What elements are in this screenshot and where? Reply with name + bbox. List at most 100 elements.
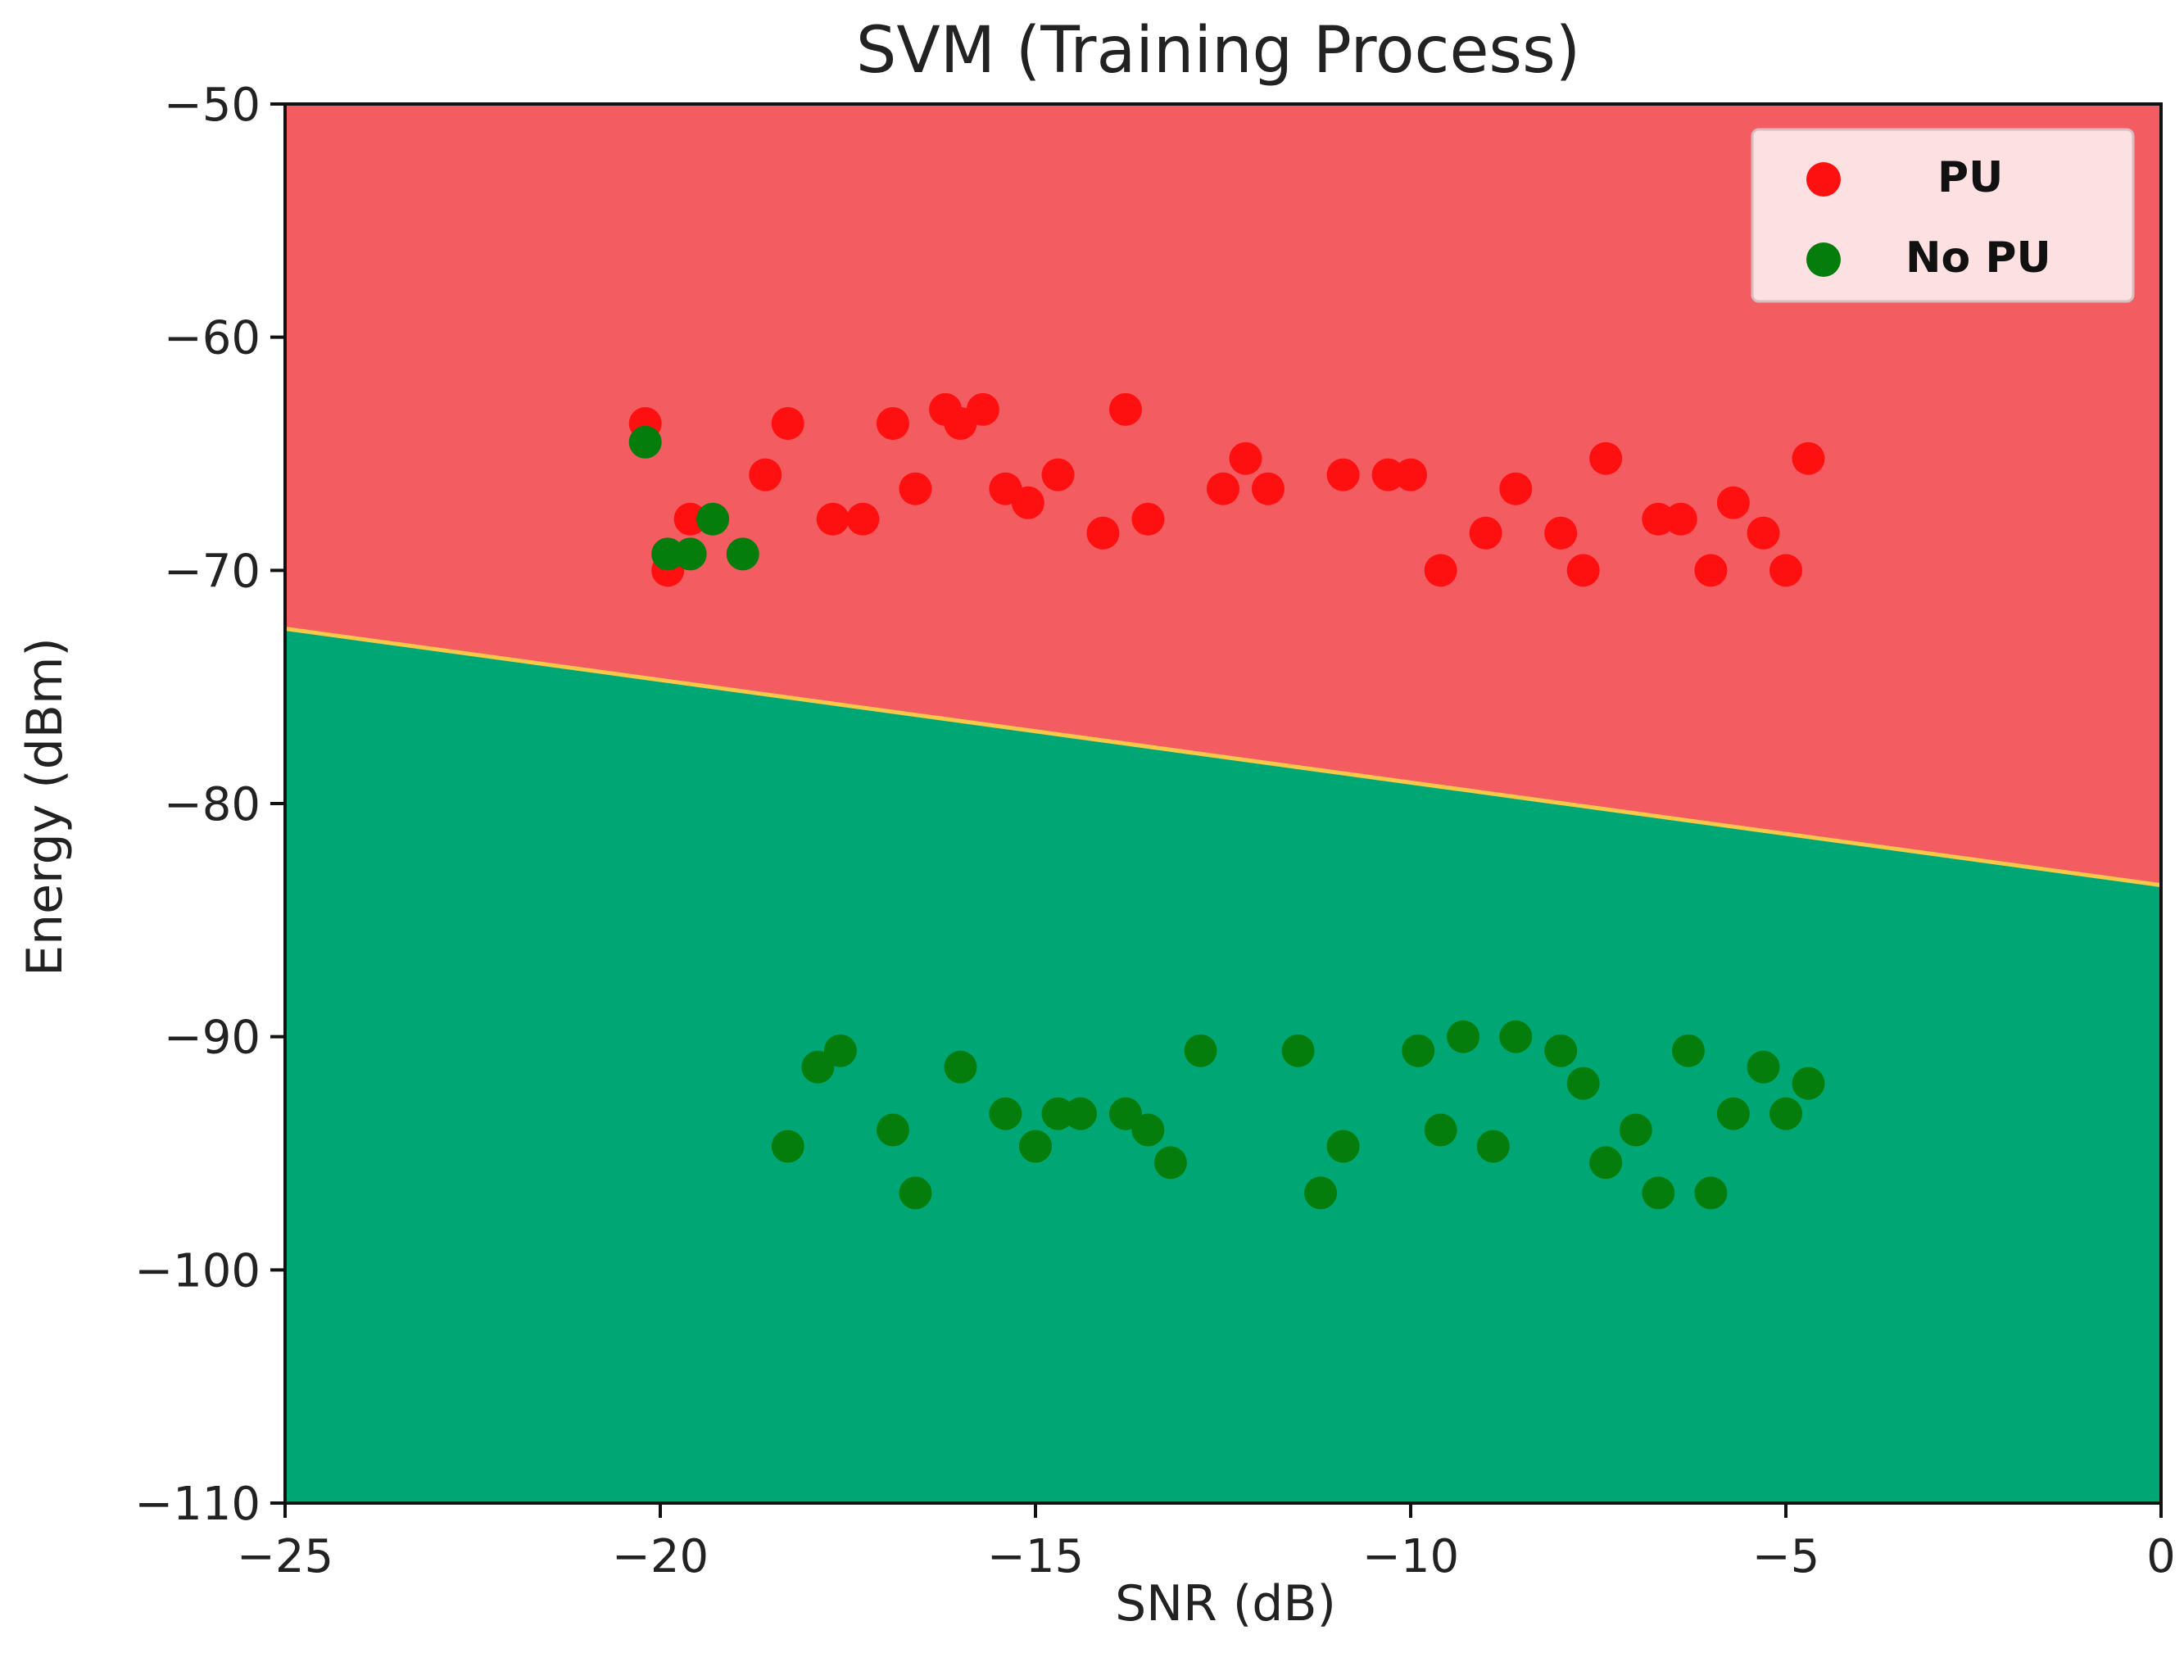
no-pu-point-16 [1131,1113,1165,1147]
y-tick-label-2: −70 [164,545,261,598]
no-pu-point-11 [989,1097,1022,1130]
axes-layer: −25 −20 −15 −10 −5 0−50−60−70−80−90−100−110 [134,79,2176,1583]
pu-point-16 [1108,392,1142,426]
x-axis-label: SNR (dB) [1115,1575,1336,1632]
no-pu-point-35 [1747,1050,1780,1084]
legend-marker-no-pu [1806,242,1841,277]
y-tick-label-0: −50 [164,79,261,132]
series-no-pu [628,425,1825,1210]
pu-point-33 [1716,486,1750,519]
no-pu-point-23 [1424,1113,1457,1147]
pu-point-11 [966,392,999,426]
no-pu-point-18 [1184,1034,1217,1067]
pu-point-19 [1229,442,1262,475]
pu-point-2 [673,502,707,536]
no-pu-point-36 [1769,1097,1802,1130]
y-tick-label-6: −110 [134,1478,261,1531]
x-tick-label-0: −25 [237,1530,333,1583]
no-pu-point-22 [1402,1034,1435,1067]
pu-point-29 [1589,442,1623,475]
no-pu-point-19 [1281,1034,1315,1067]
pu-point-30 [1642,502,1675,536]
pu-point-14 [1041,458,1075,491]
scatter-points-layer [628,392,1825,1210]
pu-point-6 [846,502,880,536]
no-pu-point-10 [944,1050,977,1084]
chart-title: SVM (Training Process) [856,14,1580,88]
pu-point-24 [1424,554,1457,587]
legend-label-pu: PU [1937,153,2003,202]
no-pu-point-13 [1041,1097,1075,1130]
no-pu-point-31 [1642,1176,1675,1210]
pu-point-4 [771,406,804,440]
y-tick-label-5: −100 [134,1244,261,1297]
pu-point-5 [816,502,850,536]
x-tick-label-1: −20 [612,1530,709,1583]
x-tick-label-2: −15 [987,1530,1084,1583]
no-pu-point-14 [1063,1097,1097,1130]
no-pu-point-34 [1716,1097,1750,1130]
no-pu-point-9 [899,1176,932,1210]
no-pu-point-25 [1476,1130,1510,1163]
x-tick-label-4: −5 [1752,1530,1820,1583]
pu-point-35 [1769,554,1802,587]
pu-point-23 [1394,458,1427,491]
pu-point-31 [1664,502,1697,536]
series-pu [628,392,1825,587]
pu-point-17 [1131,502,1165,536]
no-pu-point-30 [1619,1113,1652,1147]
chart-legend: PU No PU [1751,128,2135,303]
no-pu-point-17 [1153,1146,1187,1180]
no-pu-point-32 [1671,1034,1705,1067]
no-pu-point-5 [771,1130,804,1163]
pu-point-7 [876,406,909,440]
no-pu-point-24 [1447,1020,1480,1053]
no-pu-point-8 [876,1113,909,1147]
pu-point-34 [1747,516,1780,550]
pu-point-28 [1566,554,1600,587]
pu-point-18 [1207,472,1239,505]
pu-point-27 [1544,516,1578,550]
no-pu-point-7 [823,1034,857,1067]
y-tick-label-4: −90 [164,1012,261,1065]
no-pu-point-0 [628,425,662,459]
legend-label-no-pu: No PU [1905,233,2051,283]
pu-point-22 [1371,458,1405,491]
pu-point-13 [1011,486,1044,519]
pu-point-25 [1469,516,1502,550]
no-pu-point-1 [651,537,685,571]
pu-point-36 [1792,442,1825,475]
legend-marker-pu [1806,162,1841,197]
no-pu-point-20 [1304,1176,1338,1210]
y-tick-label-1: −60 [164,312,261,365]
legend-box [1751,128,2135,303]
pu-point-32 [1694,554,1728,587]
no-pu-point-15 [1108,1097,1142,1130]
no-pu-point-6 [801,1050,835,1084]
no-pu-point-2 [673,537,707,571]
no-pu-point-33 [1694,1176,1728,1210]
decision-boundary [284,627,2162,888]
no-pu-point-21 [1326,1130,1360,1163]
no-pu-point-29 [1589,1146,1623,1180]
pu-point-21 [1326,458,1360,491]
pu-point-15 [1086,516,1120,550]
no-pu-point-4 [726,537,759,571]
pu-point-20 [1251,472,1285,505]
y-tick-label-3: −80 [164,778,261,831]
x-tick-label-3: −10 [1362,1530,1459,1583]
no-pu-region [285,628,2161,1503]
no-pu-point-28 [1566,1066,1600,1100]
pu-point-8 [899,472,932,505]
pu-point-26 [1499,472,1533,505]
pu-point-3 [749,458,782,491]
x-tick-label-5: 0 [2146,1530,2176,1583]
no-pu-point-27 [1544,1034,1578,1067]
no-pu-point-12 [1019,1130,1052,1163]
plot-area [284,104,2162,1503]
y-axis-label: Energy (dBm) [16,637,74,976]
no-pu-point-26 [1499,1020,1533,1053]
no-pu-point-37 [1792,1066,1825,1100]
no-pu-point-3 [696,502,730,536]
